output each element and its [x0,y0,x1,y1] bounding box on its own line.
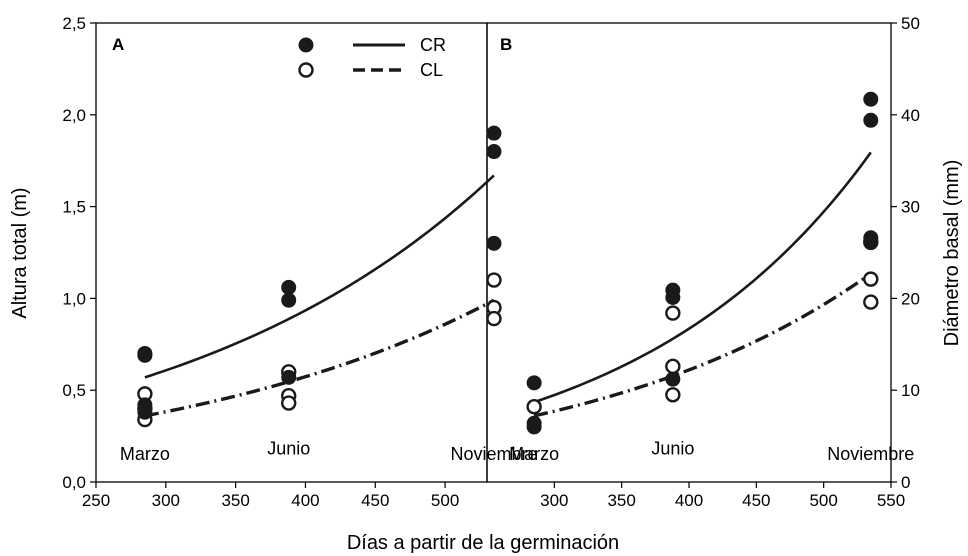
point-cl-b [863,294,879,310]
x-tick-label-b: 350 [607,491,635,510]
x-tick-label-a: 250 [82,491,110,510]
point-cl-b [526,399,542,415]
x-tick-label-a: 450 [361,491,389,510]
point-cl-b [863,271,879,287]
point-cr-b [863,112,879,128]
point-cr-a [486,235,502,251]
x-tick-label-b: 500 [809,491,837,510]
point-cr-b [863,233,879,249]
point-cr-a [137,347,153,363]
month-label-noviembre-b: Noviembre [827,444,914,464]
point-cr-a [137,404,153,420]
point-cr-a [486,125,502,141]
month-label-noviembre-a: Noviembre [450,444,537,464]
y-tick-label-b: 20 [901,289,920,308]
month-label-marzo-b: Marzo [509,444,559,464]
x-tick-label-b: 550 [877,491,905,510]
point-cr-b [665,371,681,387]
y-tick-label-a: 0,5 [62,381,86,400]
x-tick-label-b: 400 [675,491,703,510]
legend: CR CL [298,35,446,80]
x-tick-label-b: 450 [742,491,770,510]
y-tick-label-a: 0,0 [62,473,86,492]
point-cr-a [281,292,297,308]
fit-line-cl-b [533,272,872,418]
fit-line-cr-a [144,174,495,379]
point-cr-b [526,375,542,391]
x-axis-title: Días a partir de la germinación [347,532,619,554]
point-cl-b [665,358,681,375]
month-label-junio-a: Junio [267,438,310,458]
y-tick-label-b: 40 [901,106,920,125]
x-tick-label-b: 300 [540,491,568,510]
y-tick-label-b: 10 [901,381,920,400]
x-tick-label-a: 350 [221,491,249,510]
x-tick-label-a: 500 [431,491,459,510]
point-cr-b [665,289,681,305]
point-cl-a [486,310,502,327]
legend-cr-label: CR [420,35,446,55]
y-tick-label-b: 30 [901,198,920,217]
y-tick-label-b: 50 [901,14,920,33]
point-cr-b [863,91,879,107]
legend-cl-marker [298,62,314,78]
y-tick-label-a: 2,0 [62,106,86,125]
point-cr-b [526,419,542,435]
point-cr-a [486,144,502,160]
y-tick-label-a: 1,5 [62,198,86,217]
y-tick-label-a: 1,0 [62,289,86,308]
point-cr-a [281,279,297,295]
legend-cr-marker [298,37,314,53]
panel-b-letter: B [500,35,512,54]
fit-line-cl-a [144,298,495,418]
point-cl-a [486,272,502,288]
y-tick-label-b: 0 [901,473,910,492]
point-cl-b [665,387,681,403]
fit-line-cr-b [533,151,872,404]
panel-a-letter: A [112,35,124,54]
point-cl-a [281,395,297,411]
point-cr-a [281,369,297,385]
point-cl-b [665,305,681,321]
y-axis-title-right: Diámetro basal (mm) [941,160,963,347]
y-axis-title-left: Altura total (m) [9,187,31,318]
x-tick-label-a: 400 [291,491,319,510]
legend-cl-label: CL [420,60,443,80]
x-tick-label-a: 300 [152,491,180,510]
month-label-junio-b: Junio [651,438,694,458]
month-label-marzo-a: Marzo [120,444,170,464]
y-tick-label-a: 2,5 [62,14,86,33]
panel-a: 250 300 350 400 450 500 0,0 0,5 1,0 1,5 2,0 2,5 Marz… [62,14,537,510]
